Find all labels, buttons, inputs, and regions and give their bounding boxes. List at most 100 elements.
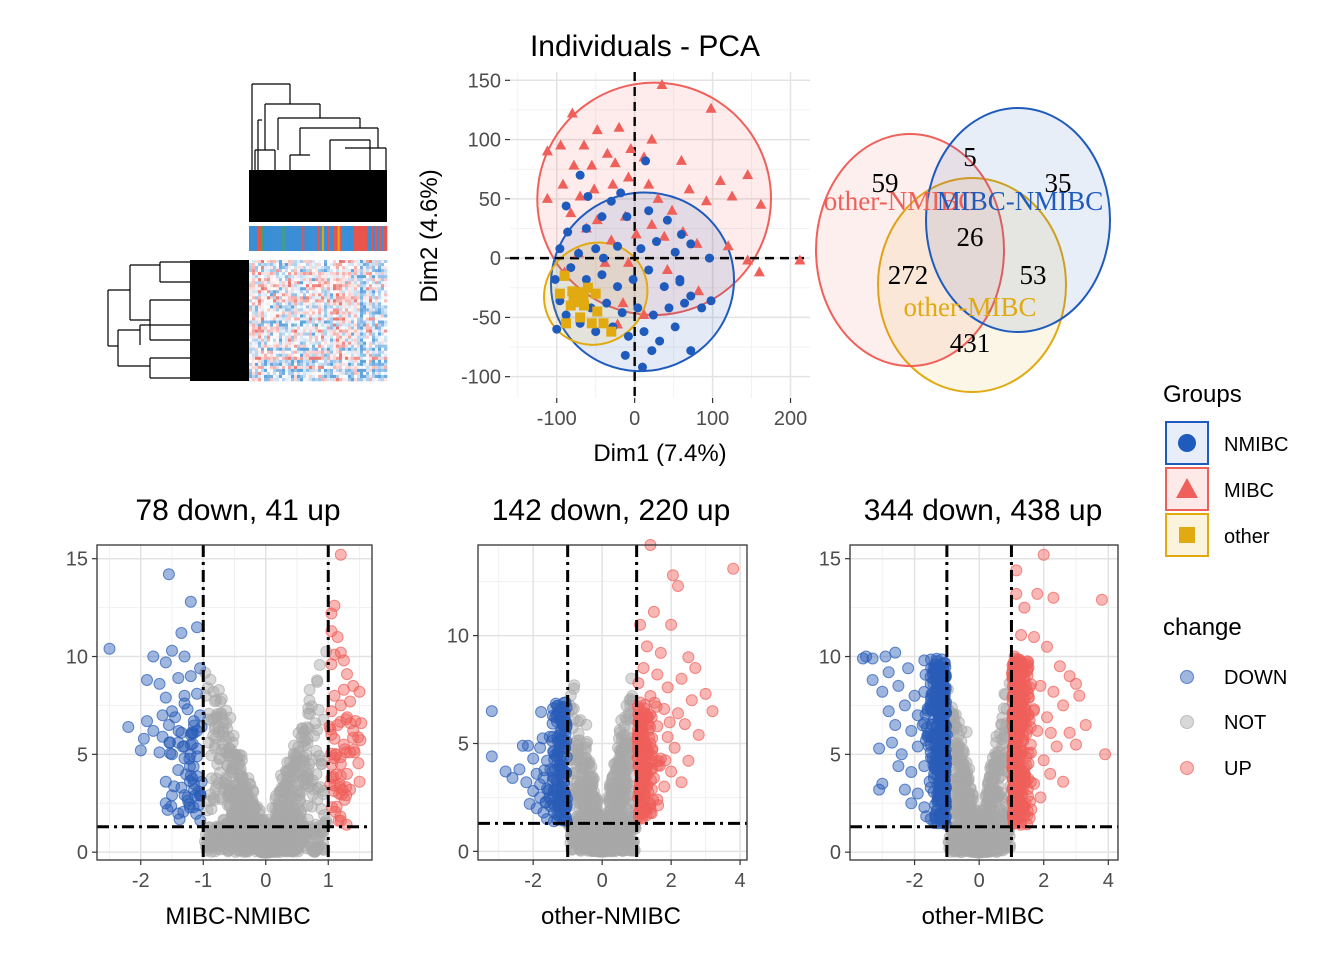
annotation-cell [278,226,281,251]
heatmap-cell [306,320,310,324]
pca-point-NMIBC [617,308,627,318]
volcano-point-UP [665,618,678,631]
heatmap-cell [363,269,367,273]
heatmap-cell [384,332,388,336]
heatmap-cell [369,347,373,352]
heatmap-cell [372,368,376,373]
heatmap-cell [375,296,379,300]
heatmap-cell [369,326,373,330]
heatmap-cell [369,287,373,291]
heatmap-cell [273,338,277,342]
volcano-point-DOWN [141,674,153,686]
heatmap-cell [258,347,262,352]
heatmap-cell [309,317,313,321]
heatmap-cell [336,371,340,376]
heatmap-cell [351,347,355,352]
heatmap-cell [306,266,310,270]
heatmap-cell [255,377,259,382]
heatmap-cell [252,314,256,318]
annotation-cell [369,226,372,251]
heatmap-cell [333,290,337,294]
volcano-point-UP [678,718,691,731]
heatmap-cell [381,350,385,355]
heatmap-cell [360,371,364,376]
heatmap-cell [333,326,337,330]
heatmap-cell [336,365,340,370]
heatmap-cell [360,296,364,300]
heatmap-cell [279,371,283,376]
heatmap-cell [297,320,301,324]
heatmap-cell [312,326,316,330]
heatmap-cell [348,368,352,373]
heatmap-cell [261,260,265,264]
heatmap-cell [282,365,286,370]
volcano-point-UP [689,662,702,674]
heatmap-cell [354,329,358,333]
heatmap-cell [318,341,322,345]
heatmap-cell [357,311,361,315]
heatmap-cell [342,326,346,330]
heatmap-cell [327,359,331,364]
heatmap-cell [279,320,283,324]
heatmap-cell [321,308,325,312]
heatmap-cell [312,341,316,345]
heatmap-cell [270,308,274,312]
heatmap-cell [351,293,355,297]
volcano-point-DOWN [153,677,166,690]
annotation-cell [319,226,323,251]
heatmap-cell [360,305,364,309]
heatmap-cell [303,302,307,306]
heatmap-cell [366,368,370,373]
volcano-point-NOT [215,707,228,720]
volcano-point-UP [331,719,344,731]
heatmap-cell [309,362,313,367]
legend-symbol-square [1179,527,1195,543]
heatmap-cell [288,374,292,379]
volcano-point-UP [632,715,645,728]
heatmap-cell [339,362,343,367]
heatmap-cell [372,377,376,382]
heatmap-cell [372,278,376,282]
pca-point-other [554,288,565,299]
heatmap-cell [324,377,328,382]
heatmap-cell [255,374,259,379]
heatmap-cell [336,275,340,279]
volcano-point-DOWN [178,697,191,710]
heatmap-cell [378,311,382,315]
heatmap-cell [339,260,343,264]
heatmap-cell [306,272,310,276]
heatmap-cell [312,275,316,279]
volcano-y-tick-label: 15 [66,549,88,571]
heatmap-cell [264,302,268,306]
heatmap-cell [345,311,349,315]
heatmap-cell [318,260,322,264]
heatmap-cell [357,263,361,267]
heatmap-cell [267,338,271,342]
annotation-cell [250,226,254,251]
heatmap-cell [372,374,376,379]
heatmap-cell [276,308,280,312]
heatmap-cell [252,269,256,273]
heatmap-cell [357,320,361,324]
heatmap-cell [291,287,295,291]
heatmap-cell [360,347,364,352]
heatmap-cell [270,275,274,279]
volcano-point-UP [644,806,657,819]
heatmap-cell [339,311,343,315]
heatmap-cell [369,308,373,312]
pca-point-MIBC [541,192,553,203]
heatmap-cell [300,314,304,318]
pca-point-MIBC [613,121,625,132]
heatmap-cell [363,281,367,285]
heatmap-cell [324,272,328,276]
heatmap-cell [318,332,322,336]
heatmap-cell [351,296,355,300]
heatmap-cell [294,326,298,330]
heatmap-cell [252,362,256,367]
heatmap-cell [327,308,331,312]
heatmap-cell [327,320,331,324]
heatmap-cell [333,338,337,342]
heatmap-cell [360,308,364,312]
pca-point-NMIBC [706,296,716,306]
heatmap-cell [333,359,337,364]
